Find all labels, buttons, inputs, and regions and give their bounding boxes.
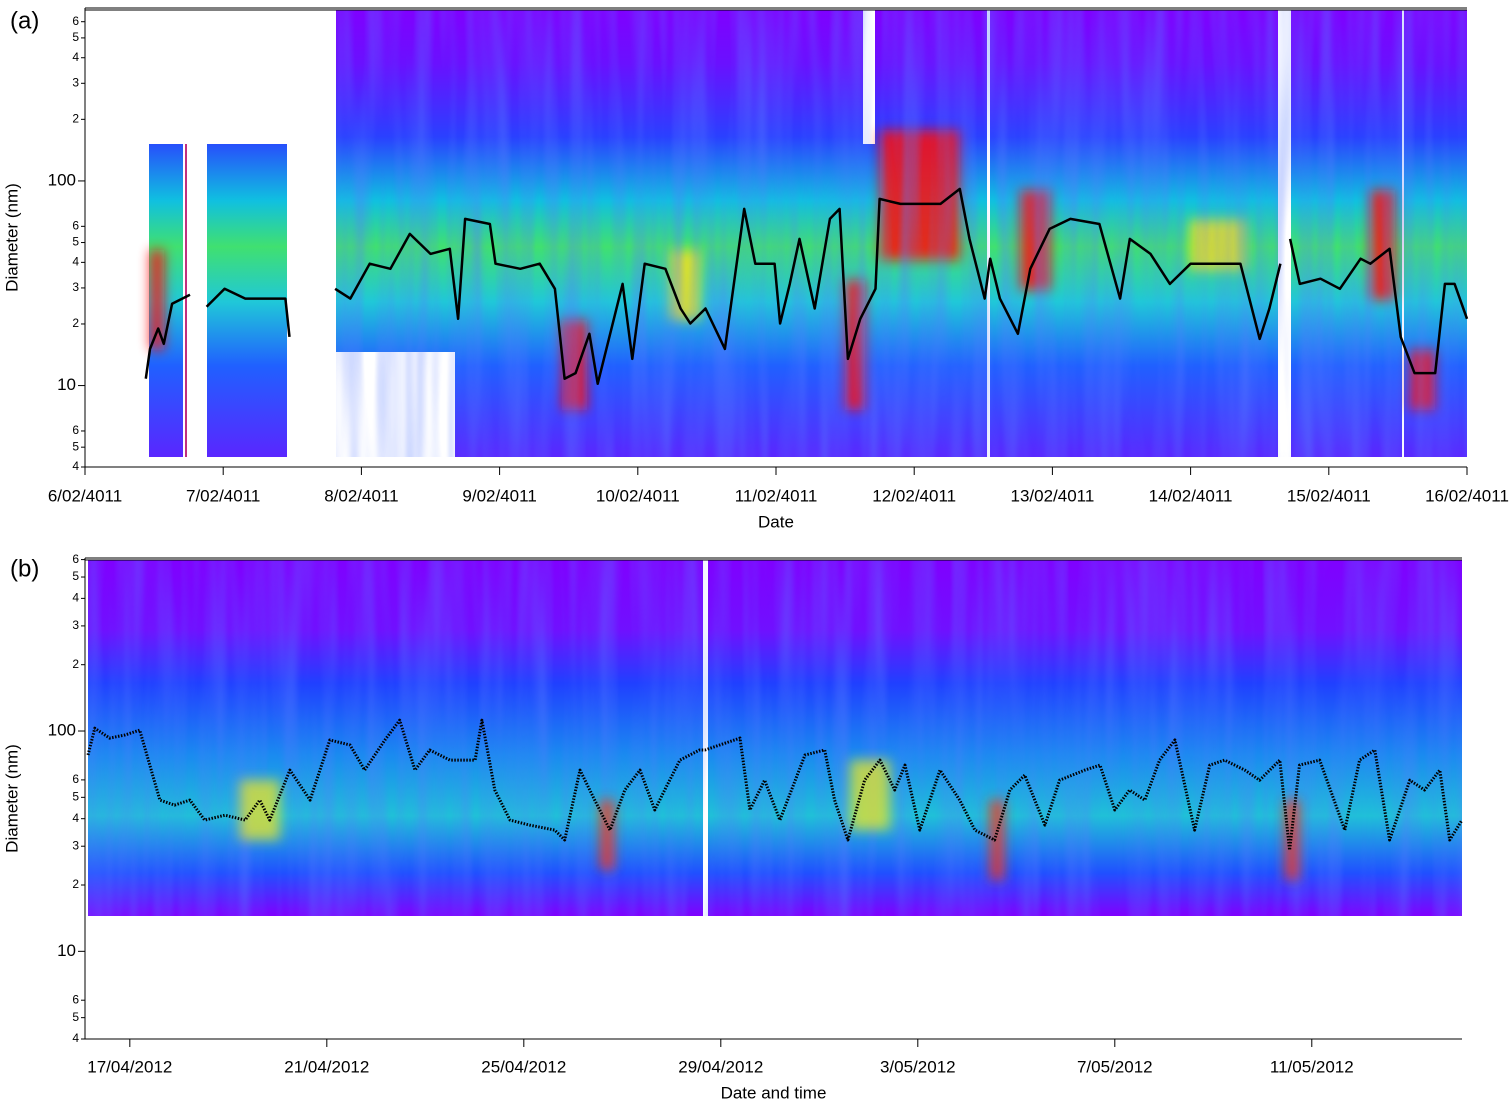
y-tick-label: 10 <box>57 941 76 960</box>
y-tick-label: 3 <box>72 280 79 294</box>
y-tick-label: 6 <box>72 772 79 786</box>
x-tick-label: 11/05/2012 <box>1270 1057 1354 1076</box>
y-tick-label: 5 <box>72 1010 79 1024</box>
y-tick-label: 5 <box>72 790 79 804</box>
y-tick-label: 6 <box>72 219 79 233</box>
x-tick-label: 11/02/4011 <box>735 486 818 505</box>
x-tick-label: 7/02/4011 <box>186 486 260 505</box>
y-axis-label: Diameter (nm) <box>2 744 21 853</box>
y-tick-label: 5 <box>72 569 79 583</box>
panel-label: (a) <box>10 7 39 34</box>
y-tick-label: 4 <box>72 255 79 269</box>
y-tick-label: 2 <box>72 877 79 891</box>
y-tick-label: 4 <box>72 811 79 825</box>
y-tick-label: 3 <box>72 75 79 89</box>
y-tick-label: 5 <box>72 235 79 249</box>
x-tick-label: 25/04/2012 <box>481 1057 566 1076</box>
x-axis-label: Date and time <box>721 1083 827 1102</box>
y-tick-label: 10 <box>57 375 76 394</box>
y-tick-label: 2 <box>72 112 79 126</box>
y-tick-label: 100 <box>48 721 76 740</box>
data-line <box>144 187 1469 386</box>
y-tick-label: 3 <box>72 838 79 852</box>
heatmap-a <box>149 10 1467 457</box>
x-tick-label: 7/05/2012 <box>1077 1057 1153 1076</box>
x-tick-label: 14/02/4011 <box>1149 486 1233 505</box>
y-tick-label: 6 <box>72 992 79 1006</box>
y-axis-label: Diameter (nm) <box>2 183 21 292</box>
x-axis-label: Date <box>758 512 794 531</box>
x-tick-label: 10/02/4011 <box>596 486 680 505</box>
x-tick-label: 15/02/4011 <box>1287 486 1371 505</box>
y-tick-label: 4 <box>72 1031 79 1045</box>
x-tick-label: 8/02/4011 <box>324 486 398 505</box>
y-tick-label: 4 <box>72 591 79 605</box>
x-tick-label: 12/02/4011 <box>872 486 956 505</box>
x-tick-label: 13/02/4011 <box>1010 486 1094 505</box>
y-tick-label: 6 <box>72 423 79 437</box>
x-tick-label: 3/05/2012 <box>880 1057 956 1076</box>
y-tick-label: 5 <box>72 30 79 44</box>
y-tick-label: 5 <box>72 439 79 453</box>
x-tick-label: 29/04/2012 <box>678 1057 763 1076</box>
x-tick-label: 9/02/4011 <box>462 486 536 505</box>
x-tick-label: 21/04/2012 <box>284 1057 369 1076</box>
heatmap-b <box>88 560 1462 916</box>
y-tick-label: 4 <box>72 50 79 64</box>
y-tick-label: 2 <box>72 316 79 330</box>
x-tick-label: 17/04/2012 <box>87 1057 172 1076</box>
x-tick-label: 6/02/4011 <box>48 486 122 505</box>
axes-layer: (a) Diameter (nm) Date 4 5 6 10 2 3 4 5 6 100 2 3 4 5 6 6/… <box>2 7 1508 1102</box>
y-tick-label: 6 <box>72 552 79 566</box>
x-tick-label: 16/02/4011 <box>1425 486 1509 505</box>
y-tick-label: 100 <box>48 170 76 189</box>
panel-label: (b) <box>10 555 39 582</box>
y-tick-label: 4 <box>72 459 79 473</box>
y-tick-label: 3 <box>72 618 79 632</box>
y-tick-label: 2 <box>72 657 79 671</box>
y-tick-label: 6 <box>72 14 79 28</box>
